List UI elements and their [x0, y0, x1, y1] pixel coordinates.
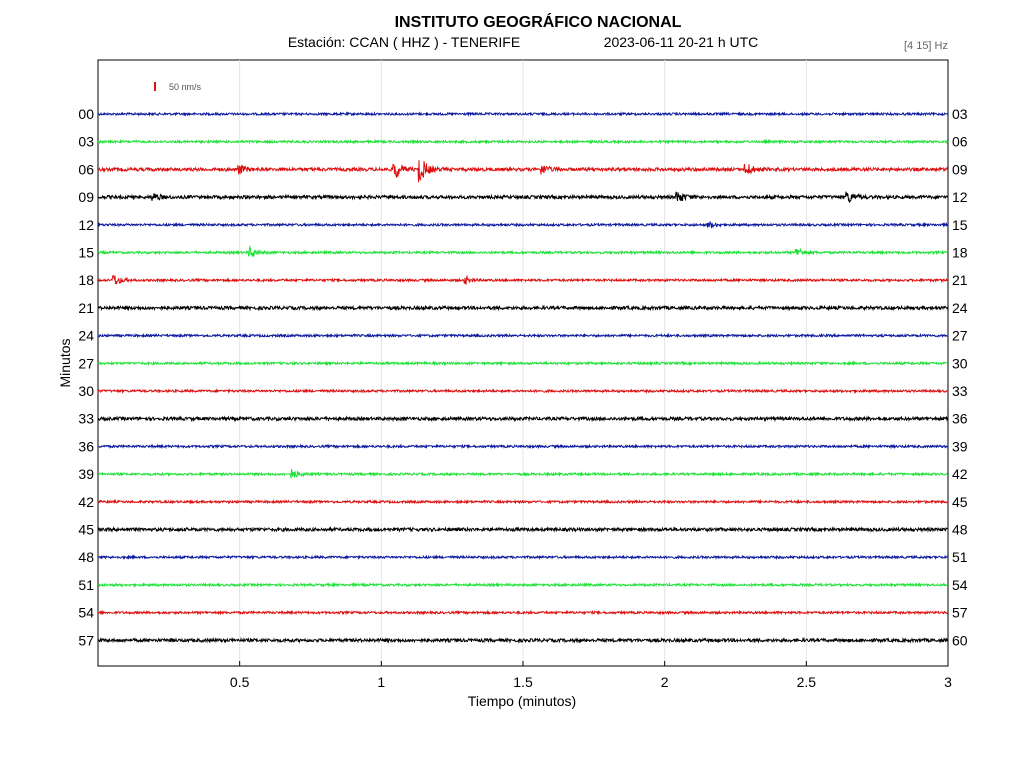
left-minute-label: 57	[78, 632, 94, 648]
right-minute-label: 36	[952, 411, 968, 427]
left-minute-label: 51	[78, 577, 94, 593]
right-minute-label: 03	[952, 106, 968, 122]
left-minute-label: 48	[78, 549, 94, 565]
seismic-trace	[97, 468, 949, 479]
station-label: Estación: CCAN ( HHZ ) - TENERIFE	[288, 34, 520, 50]
seismic-trace	[97, 415, 949, 423]
left-minute-label: 27	[78, 355, 94, 371]
institution-title: INSTITUTO GEOGRÁFICO NACIONAL	[395, 12, 682, 31]
seismic-trace	[97, 110, 949, 117]
seismic-trace	[97, 609, 949, 616]
seismic-trace	[97, 388, 949, 394]
x-axis-label: Tiempo (minutos)	[468, 693, 576, 709]
seismic-trace	[97, 160, 949, 183]
left-minute-label: 15	[78, 245, 94, 261]
traces	[97, 110, 949, 644]
left-minute-label: 12	[78, 217, 94, 233]
right-minute-label: 12	[952, 189, 968, 205]
right-minute-label: 42	[952, 466, 968, 482]
seismic-trace	[97, 360, 949, 367]
seismic-trace	[97, 138, 949, 145]
right-minute-label: 33	[952, 383, 968, 399]
seismic-trace	[97, 498, 949, 505]
right-minute-label: 60	[952, 632, 968, 648]
right-minute-label: 30	[952, 355, 968, 371]
x-tick-label: 2	[661, 674, 669, 690]
left-minute-label: 03	[78, 134, 94, 150]
right-minute-label: 57	[952, 605, 968, 621]
seismic-trace	[97, 191, 949, 203]
right-minute-label: 48	[952, 522, 968, 538]
left-minute-label: 00	[78, 106, 94, 122]
right-minute-label: 39	[952, 438, 968, 454]
left-minute-label: 42	[78, 494, 94, 510]
right-minute-label: 06	[952, 134, 968, 150]
right-minute-label: 09	[952, 161, 968, 177]
seismic-trace	[97, 245, 949, 258]
seismic-trace	[97, 554, 949, 561]
seismic-trace	[97, 304, 949, 312]
right-minute-label: 18	[952, 245, 968, 261]
left-minute-label: 18	[78, 272, 94, 288]
x-axis-ticks: 0.5 1 1.5 2 2.5 3	[230, 661, 952, 690]
left-minute-label: 39	[78, 466, 94, 482]
left-minute-label: 33	[78, 411, 94, 427]
seismic-trace	[97, 274, 949, 286]
datetime-label: 2023-06-11 20-21 h UTC	[604, 34, 759, 50]
seismic-trace	[97, 221, 949, 229]
scale-bar-label: 50 nm/s	[169, 82, 202, 92]
left-minute-label: 36	[78, 438, 94, 454]
right-minute-label: 21	[952, 272, 968, 288]
left-minute-label: 24	[78, 328, 94, 344]
x-tick-label: 1	[377, 674, 385, 690]
seismic-trace	[97, 443, 949, 450]
right-minute-label: 51	[952, 549, 968, 565]
right-minute-label: 54	[952, 577, 968, 593]
left-minute-label: 30	[78, 383, 94, 399]
x-tick-label: 1.5	[513, 674, 533, 690]
x-tick-label: 2.5	[797, 674, 817, 690]
seismic-trace	[97, 525, 949, 534]
seismic-trace	[97, 636, 949, 644]
x-tick-label: 0.5	[230, 674, 250, 690]
left-minute-label: 09	[78, 189, 94, 205]
y-axis-label: Minutos	[57, 338, 73, 387]
filter-label: [4 15] Hz	[904, 40, 948, 52]
right-minute-label: 27	[952, 328, 968, 344]
right-minute-label: 45	[952, 494, 968, 510]
left-minute-label: 06	[78, 161, 94, 177]
left-minute-label: 21	[78, 300, 94, 316]
right-minute-labels: 03 06 09 12 15 18 21 24 27 30 33 36 39 42 45 48 51 54 57 60	[952, 106, 968, 648]
seismic-trace	[97, 332, 949, 339]
left-minute-labels: 00 03 06 09 12 15 18 21 24 27 30 33 36 39 42 45 48 51 54 57	[78, 106, 94, 648]
left-minute-label: 45	[78, 522, 94, 538]
x-tick-label: 3	[944, 674, 952, 690]
right-minute-label: 15	[952, 217, 968, 233]
seismic-trace	[97, 581, 949, 588]
right-minute-label: 24	[952, 300, 968, 316]
left-minute-label: 54	[78, 605, 94, 621]
